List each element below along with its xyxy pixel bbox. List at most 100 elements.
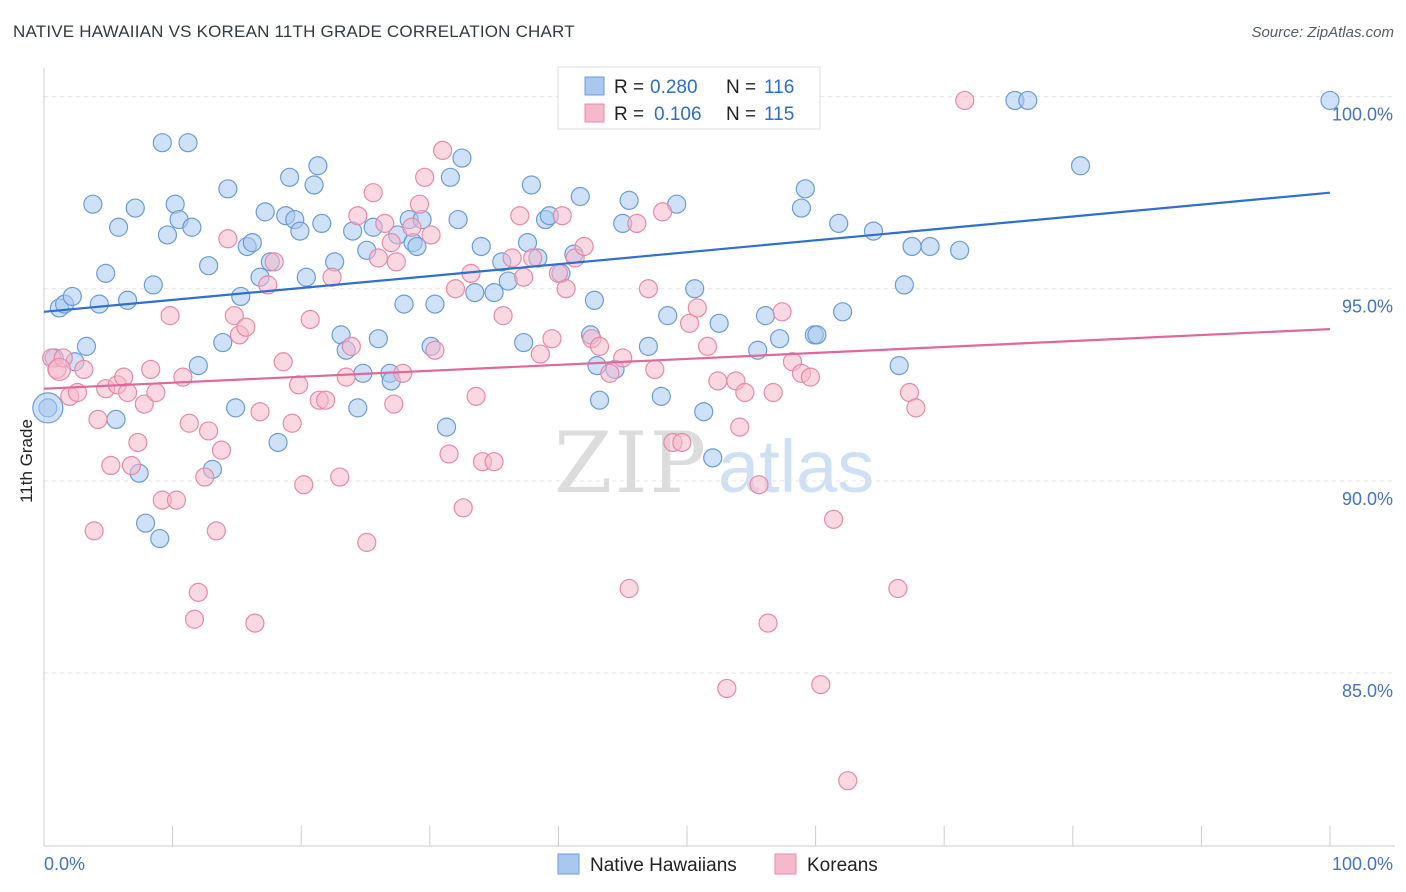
y-tick-label: 95.0% (1342, 297, 1393, 317)
native-hawaiians-point (584, 290, 605, 310)
native-hawaiians-point (143, 275, 163, 295)
koreans-point (218, 229, 238, 249)
koreans-point (294, 475, 314, 495)
koreans-point (330, 467, 350, 487)
koreans-point (763, 382, 783, 403)
koreans-point (466, 386, 486, 406)
legend-bottom-swatch-native-hawaiians (557, 853, 580, 875)
legend-r-value-pink: 0.106 (654, 104, 702, 125)
koreans-trend-line (43, 327, 1331, 390)
native-hawaiians-point (280, 167, 300, 187)
koreans-point (264, 252, 284, 272)
legend-swatch-blue (584, 76, 605, 96)
legend-n-label-pink: N = (726, 104, 756, 125)
koreans-point (542, 329, 562, 349)
correlation-legend: R = 0.280 N = 116 R = 0.106 N = 115 (557, 66, 821, 130)
native-hawaiians-point (255, 202, 275, 222)
koreans-point (589, 336, 610, 356)
native-hawaiians-point (312, 213, 332, 234)
native-hawaiians-point (703, 448, 723, 468)
legend-swatch-pink (584, 103, 605, 123)
native-hawaiians-point (658, 306, 678, 326)
koreans-point (146, 382, 166, 403)
koreans-point (421, 225, 441, 245)
native-hawaiians-point (308, 156, 328, 176)
koreans-point (381, 233, 401, 253)
koreans-point (101, 455, 121, 476)
y-tick-label: 90.0% (1342, 489, 1393, 509)
koreans-point (697, 336, 718, 356)
koreans-point (652, 202, 673, 222)
koreans-point (514, 267, 534, 287)
koreans-point (179, 413, 199, 433)
native-hawaiians-point (570, 186, 590, 207)
koreans-point (300, 309, 320, 330)
koreans-point (425, 340, 445, 360)
native-hawaiians-point (62, 286, 82, 307)
native-hawaiians-point (465, 282, 485, 303)
native-hawaiians-trend-line (43, 191, 1331, 313)
native-hawaiians-point (125, 198, 145, 218)
koreans-point (184, 609, 205, 629)
native-hawaiians-point (407, 236, 427, 257)
koreans-point (493, 306, 513, 326)
koreans-point (363, 183, 383, 203)
native-hawaiians-point (795, 179, 815, 199)
native-hawaiians-point (76, 336, 97, 356)
koreans-point (141, 359, 161, 380)
native-hawaiians-point (348, 398, 368, 418)
koreans-point (415, 167, 435, 187)
koreans-point (117, 382, 138, 403)
native-hawaiians-point (108, 217, 129, 237)
legend-r-label-pink: R = (614, 104, 644, 125)
koreans-point (619, 578, 639, 599)
native-hawaiians-point (394, 294, 414, 314)
koreans-point (645, 359, 665, 380)
koreans-point (47, 357, 72, 382)
koreans-point (679, 313, 700, 333)
koreans-point (282, 413, 302, 433)
x-tick-label-min: 0.0% (44, 854, 85, 874)
koreans-point (188, 582, 208, 602)
native-hawaiians-point (1018, 90, 1038, 111)
native-hawaiians-point (117, 290, 138, 310)
legend-bottom-swatch-koreans (774, 853, 797, 875)
koreans-point (433, 140, 453, 160)
koreans-point (160, 306, 180, 326)
native-hawaiians-point (268, 432, 288, 453)
koreans-point (236, 317, 256, 337)
koreans-point (574, 236, 594, 257)
koreans-point (838, 771, 858, 791)
koreans-point (627, 213, 647, 234)
koreans-point (166, 490, 187, 510)
koreans-point (250, 402, 270, 422)
koreans-point (289, 375, 309, 395)
koreans-point (316, 390, 336, 410)
koreans-point (672, 432, 692, 453)
koreans-point (74, 359, 94, 380)
native-hawaiians-point (685, 279, 705, 299)
chart-title: NATIVE HAWAIIAN VS KOREAN 11TH GRADE COR… (13, 22, 575, 41)
koreans-point (211, 440, 232, 460)
koreans-point (445, 279, 466, 299)
legend-bottom-native-hawaiians: Native Hawaiians (590, 855, 737, 876)
koreans-point (199, 421, 219, 441)
koreans-point (955, 90, 975, 111)
koreans-point (439, 444, 459, 464)
koreans-point (811, 674, 831, 695)
native-hawaiians-point (619, 190, 639, 210)
native-hawaiians-point (709, 313, 729, 333)
native-hawaiians-point (863, 221, 884, 241)
koreans-point (613, 348, 633, 368)
native-hawaiians-point (807, 325, 827, 345)
native-hawaiians-point (157, 225, 178, 245)
native-hawaiians-point (231, 286, 251, 307)
native-hawaiians-point (188, 356, 208, 376)
native-hawaiians-point (484, 282, 504, 303)
legend-n-value-pink: 115 (764, 104, 794, 125)
native-hawaiians-point (135, 513, 156, 533)
koreans-point (386, 252, 406, 272)
koreans-point (638, 279, 659, 299)
koreans-point (906, 398, 926, 418)
